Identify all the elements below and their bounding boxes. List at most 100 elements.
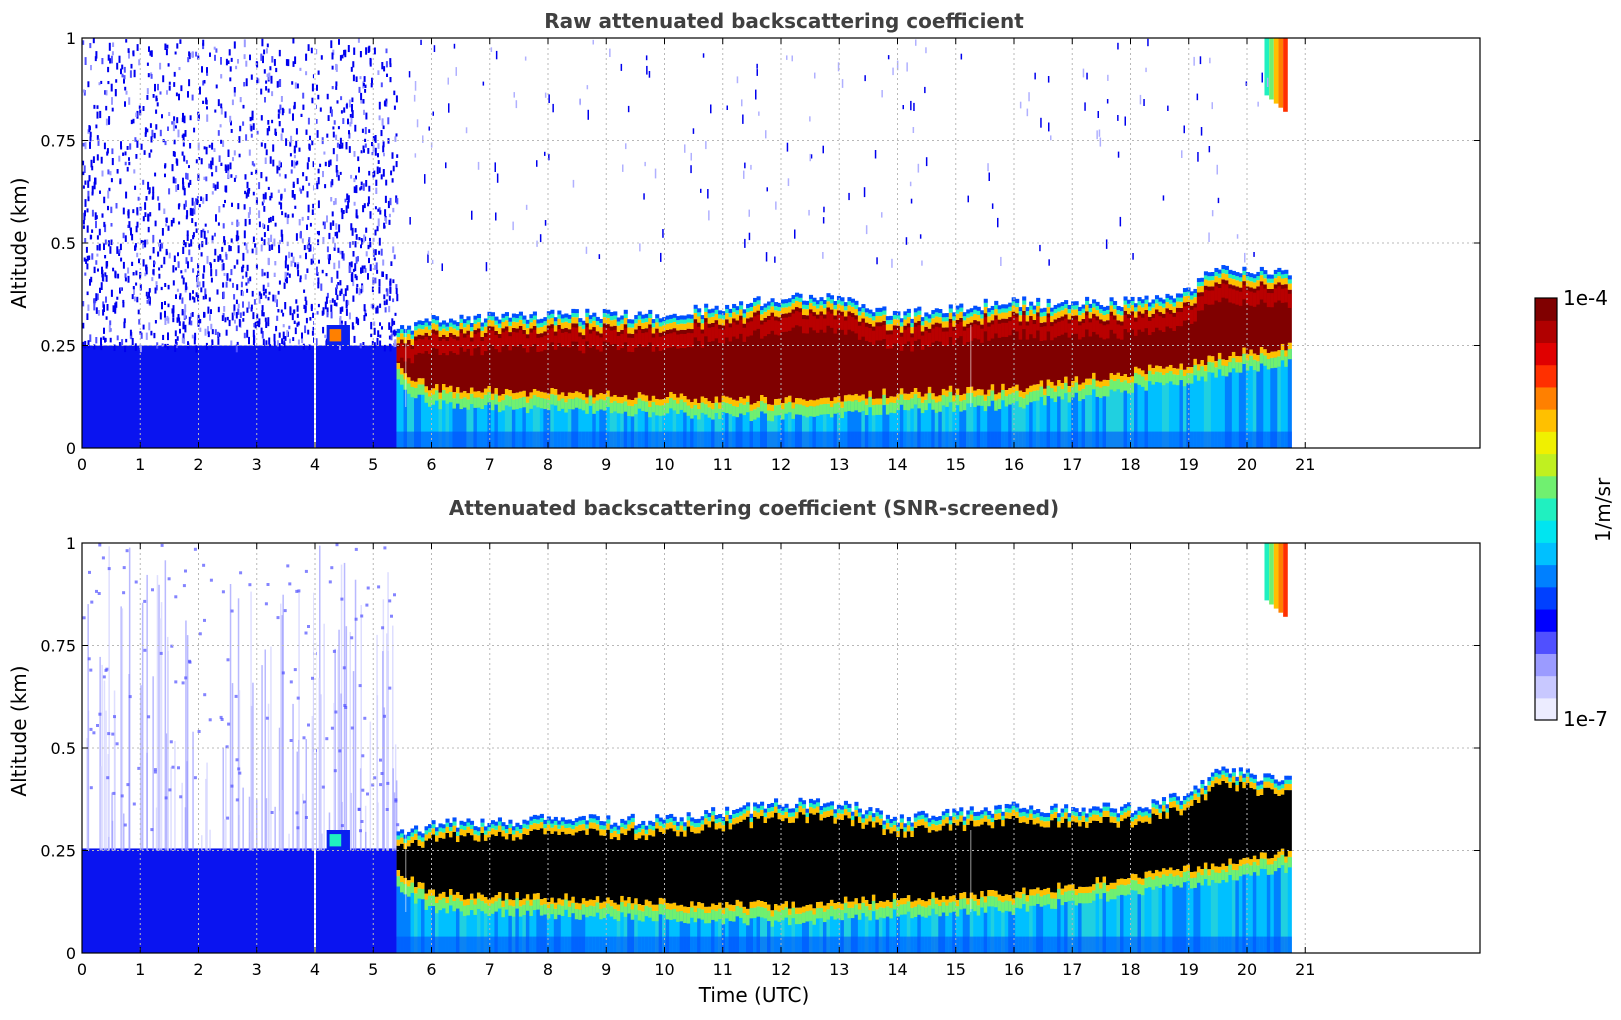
noise-column (377, 802, 379, 851)
heatmap-cell-edge (410, 334, 415, 339)
noise-speck (266, 73, 269, 77)
heatmap-cell-core (1224, 280, 1229, 361)
heatmap-cell-edge (913, 312, 918, 317)
heatmap-cell-edge (400, 325, 405, 330)
heatmap-cell-core (546, 325, 551, 394)
heatmap-cell-edge (871, 405, 876, 416)
noise-speck (110, 55, 113, 64)
noise-speck (336, 231, 339, 239)
heatmap-cell-edge (1158, 366, 1163, 373)
heatmap-cell (833, 319, 838, 334)
heatmap-cell-edge (501, 313, 506, 318)
noise-speck (247, 301, 250, 309)
heatmap-cell-surface (466, 936, 471, 953)
noise-speck (138, 59, 141, 66)
noise-speck (233, 150, 236, 156)
heatmap-cell-edge (637, 398, 642, 409)
heatmap-cell-edge (529, 899, 534, 906)
noise-speck (159, 651, 163, 655)
noise-speck (211, 142, 214, 150)
heatmap-cell-edge (1203, 279, 1208, 286)
heatmap-cell-core (732, 318, 737, 400)
heatmap-cell (606, 328, 611, 343)
heatmap-cell-edge (606, 396, 611, 408)
heatmap-cell-edge (1106, 305, 1111, 310)
heatmap-cell-core (910, 333, 915, 393)
noise-speck (153, 770, 157, 774)
heatmap-cell-edge (448, 326, 454, 333)
noise-column (186, 635, 189, 851)
heatmap-cell-edge (571, 308, 576, 314)
heatmap-cell-surface (434, 936, 440, 953)
heatmap-cell-core (529, 830, 534, 900)
noise-speck (231, 99, 234, 106)
heatmap-cell-edge (532, 818, 537, 824)
sparse-speck (692, 128, 695, 134)
grid (82, 38, 1480, 448)
heatmap-cell (1264, 38, 1270, 96)
noise-speck (242, 291, 244, 297)
noise-speck (249, 207, 251, 215)
noise-speck (205, 342, 208, 350)
heatmap-cell-edge (630, 400, 635, 407)
heatmap-cell-core (819, 311, 824, 399)
heatmap-cell-edge (400, 829, 405, 834)
noise-speck (373, 257, 376, 261)
heatmap-cell-edge (1147, 370, 1153, 382)
heatmap-cell-edge (987, 316, 992, 323)
heatmap-cell-surface (896, 431, 901, 448)
noise-speck (376, 337, 379, 346)
heatmap-cell (1109, 315, 1114, 330)
heatmap-cell-lower (539, 398, 544, 448)
noise-speck (113, 715, 116, 719)
noise-speck (147, 226, 150, 233)
noise-speck (270, 811, 274, 814)
noise-speck (379, 322, 381, 326)
heatmap-cell-edge (550, 309, 555, 314)
heatmap-cell-edge (1109, 379, 1114, 390)
noise-speck (249, 54, 251, 61)
noise-speck (209, 578, 213, 582)
noise-speck (276, 81, 279, 88)
heatmap-cell-edge (651, 402, 656, 413)
heatmap-cell-lower (721, 401, 726, 448)
heatmap-cell (987, 326, 992, 341)
heatmap-cell-edge (1113, 381, 1118, 392)
noise-speck (107, 169, 110, 175)
heatmap-cell-edge (1140, 299, 1146, 304)
heatmap-cell-edge (564, 828, 569, 835)
noise-speck (265, 716, 269, 720)
heatmap-cell-surface (819, 431, 824, 448)
heatmap-cell-core (557, 324, 562, 395)
heatmap-cell-edge (1200, 285, 1205, 293)
heatmap-cell-edge (1043, 388, 1048, 395)
noise-speck (339, 137, 342, 144)
noise-speck (109, 320, 112, 326)
heatmap-cell-surface (1214, 431, 1219, 448)
heatmap-cell (546, 329, 551, 344)
heatmap-cell-lower (899, 394, 904, 448)
heatmap-cell-edge (421, 325, 426, 330)
sparse-speck (822, 252, 824, 259)
heatmap-cell-edge (1210, 362, 1215, 373)
heatmap-cell (1221, 283, 1226, 298)
noise-speck (180, 85, 183, 92)
heatmap-cell-edge (466, 316, 471, 321)
heatmap-cell-lower (627, 405, 632, 448)
noise-speck (317, 177, 320, 185)
heatmap-cell-edge (1046, 307, 1051, 314)
heatmap-cell-edge (567, 819, 572, 824)
noise-speck (90, 276, 93, 283)
noise-speck (230, 120, 232, 126)
heatmap-cell-edge (441, 828, 447, 833)
noise-speck (164, 343, 167, 348)
heatmap-cell-edge (1133, 366, 1139, 374)
heatmap-cell (1259, 285, 1264, 300)
heatmap-cell-edge (483, 830, 489, 835)
heatmap-cell-surface (1259, 431, 1264, 448)
heatmap-cell-surface (784, 431, 789, 448)
noise-speck (305, 176, 308, 181)
noise-speck (176, 336, 179, 341)
noise-speck (315, 49, 318, 55)
heatmap-cell (777, 321, 782, 336)
